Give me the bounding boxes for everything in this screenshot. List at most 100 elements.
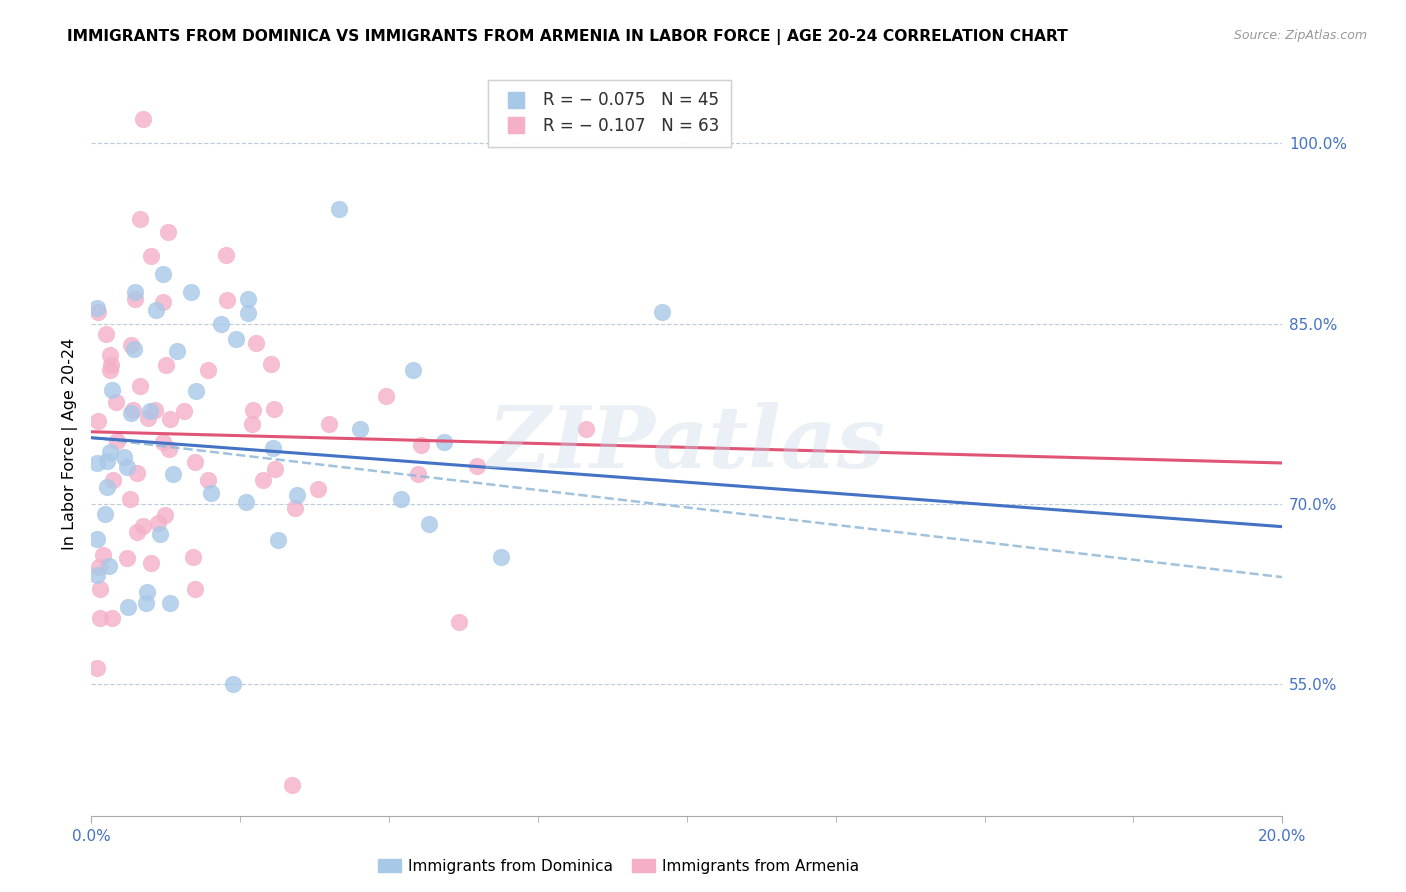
Point bbox=[120, 338, 142, 352]
Point bbox=[262, 441, 284, 455]
Point bbox=[124, 285, 146, 299]
Point bbox=[159, 596, 181, 610]
Point bbox=[96, 479, 118, 493]
Point bbox=[98, 363, 121, 377]
Point bbox=[141, 249, 163, 263]
Point bbox=[98, 348, 121, 362]
Point bbox=[138, 411, 160, 425]
Point bbox=[87, 305, 110, 319]
Point bbox=[406, 467, 429, 482]
Point bbox=[122, 342, 145, 356]
Point bbox=[245, 335, 267, 350]
Point bbox=[267, 533, 290, 547]
Point bbox=[127, 525, 149, 540]
Point bbox=[236, 306, 259, 320]
Point bbox=[264, 462, 287, 476]
Point bbox=[152, 434, 174, 449]
Point bbox=[166, 344, 188, 359]
Point bbox=[260, 357, 283, 371]
Point bbox=[252, 473, 274, 487]
Point bbox=[125, 466, 148, 480]
Point bbox=[183, 550, 205, 565]
Point bbox=[86, 567, 108, 582]
Point bbox=[104, 394, 127, 409]
Point bbox=[197, 363, 219, 377]
Point bbox=[139, 557, 162, 571]
Point bbox=[138, 404, 160, 418]
Point bbox=[152, 267, 174, 281]
Point bbox=[98, 559, 121, 574]
Point bbox=[186, 384, 208, 398]
Point bbox=[242, 402, 264, 417]
Point bbox=[117, 600, 139, 615]
Point bbox=[197, 473, 219, 487]
Text: IMMIGRANTS FROM DOMINICA VS IMMIGRANTS FROM ARMENIA IN LABOR FORCE | AGE 20-24 C: IMMIGRANTS FROM DOMINICA VS IMMIGRANTS F… bbox=[67, 29, 1069, 45]
Point bbox=[209, 318, 232, 332]
Point bbox=[129, 211, 152, 226]
Point bbox=[159, 412, 181, 426]
Point bbox=[215, 293, 238, 308]
Point bbox=[449, 615, 471, 629]
Point bbox=[101, 611, 124, 625]
Point bbox=[143, 403, 166, 417]
Point bbox=[222, 677, 245, 691]
Point bbox=[263, 401, 285, 416]
Point bbox=[418, 517, 440, 532]
Text: ZIPatlas: ZIPatlas bbox=[488, 402, 886, 485]
Point bbox=[100, 358, 122, 372]
Point bbox=[465, 459, 488, 474]
Point bbox=[129, 379, 152, 393]
Point bbox=[280, 778, 302, 792]
Point bbox=[162, 467, 184, 482]
Point bbox=[184, 582, 207, 596]
Point bbox=[105, 434, 128, 448]
Point bbox=[180, 285, 202, 299]
Point bbox=[87, 414, 110, 428]
Legend: R = − 0.075   N = 45, R = − 0.107   N = 63: R = − 0.075 N = 45, R = − 0.107 N = 63 bbox=[488, 79, 731, 146]
Point bbox=[200, 486, 222, 500]
Point bbox=[98, 444, 121, 458]
Point bbox=[432, 435, 454, 450]
Point bbox=[157, 225, 180, 239]
Point bbox=[155, 358, 177, 372]
Point bbox=[132, 112, 155, 127]
Point bbox=[86, 456, 108, 470]
Point bbox=[284, 501, 307, 516]
Point bbox=[86, 661, 108, 675]
Point bbox=[240, 417, 263, 432]
Point bbox=[112, 450, 135, 464]
Point bbox=[118, 491, 141, 506]
Point bbox=[149, 527, 172, 541]
Point bbox=[136, 585, 159, 599]
Point bbox=[215, 248, 238, 262]
Point bbox=[89, 611, 111, 625]
Point bbox=[402, 363, 425, 377]
Point bbox=[651, 305, 673, 319]
Legend: Immigrants from Dominica, Immigrants from Armenia: Immigrants from Dominica, Immigrants fro… bbox=[371, 853, 866, 880]
Point bbox=[285, 487, 308, 501]
Point bbox=[87, 560, 110, 574]
Point bbox=[236, 293, 259, 307]
Point bbox=[349, 421, 371, 435]
Point bbox=[101, 473, 124, 487]
Point bbox=[489, 549, 512, 564]
Point bbox=[145, 303, 167, 318]
Point bbox=[93, 507, 115, 521]
Point bbox=[122, 402, 145, 417]
Point bbox=[375, 389, 398, 403]
Point bbox=[96, 327, 118, 342]
Point bbox=[86, 532, 108, 546]
Point bbox=[115, 460, 138, 475]
Point bbox=[183, 455, 205, 469]
Point bbox=[389, 491, 412, 506]
Y-axis label: In Labor Force | Age 20-24: In Labor Force | Age 20-24 bbox=[62, 338, 77, 549]
Point bbox=[173, 404, 195, 418]
Point bbox=[148, 516, 170, 530]
Point bbox=[135, 596, 157, 610]
Point bbox=[155, 508, 177, 523]
Point bbox=[157, 442, 180, 456]
Point bbox=[235, 495, 257, 509]
Point bbox=[86, 301, 108, 316]
Point bbox=[132, 519, 155, 533]
Point bbox=[307, 482, 329, 496]
